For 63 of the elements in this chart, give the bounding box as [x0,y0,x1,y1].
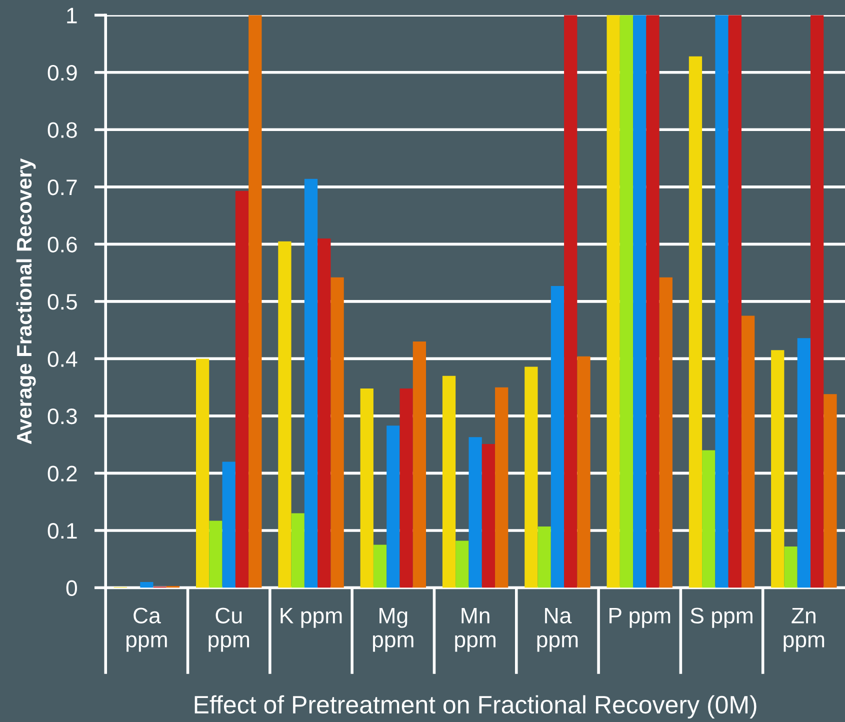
bar [360,388,374,588]
y-tick-label: 0.4 [48,351,78,367]
bar [577,356,590,588]
bar [330,277,344,588]
bar [538,526,551,588]
bar [468,437,482,588]
bar [196,358,210,588]
y-tick-label: 1 [67,8,77,24]
bar [702,450,716,588]
x-tick-label: Mg ppm [372,608,414,652]
x-tick-label: S ppm [690,608,752,628]
bar [824,394,837,588]
bar [524,366,538,588]
bar [278,241,292,588]
y-tick-label: 0.9 [48,64,77,81]
bar [606,15,620,588]
y-tick-label: 0 [66,580,77,596]
bar [564,15,578,588]
bar [659,277,672,588]
bar [482,444,496,588]
bar [728,15,742,588]
bar [248,15,262,588]
bar [715,15,728,588]
y-axis-title: Average Fractional Recovery [16,158,36,444]
y-tick-label: 0.1 [48,522,77,539]
bar [140,582,154,588]
x-tick-label: Ca ppm [126,608,167,652]
bar [222,462,236,588]
bar [291,513,304,588]
bar [318,238,331,588]
x-tick-label: Cu ppm [208,608,250,652]
x-tick-label: Na ppm [537,608,578,652]
x-axis-title: Effect of Pretreatment on Fractional Recovery (0M) [194,695,756,719]
x-tick-label: P ppm [610,608,670,628]
bar [235,190,249,588]
bar [688,56,702,588]
y-tick-label: 0.6 [48,236,77,252]
bar [633,15,646,588]
bar [620,15,634,588]
bar [797,338,810,588]
bar [646,15,660,588]
bar [771,350,784,588]
bar [810,15,824,588]
y-tick-label: 0.2 [48,466,77,482]
y-tick-label: 0.3 [48,408,77,424]
bar [209,520,222,588]
bar [386,426,400,588]
bar [456,540,469,588]
bar [304,178,318,588]
x-tick-label: Mn ppm [455,608,496,652]
bar [550,286,564,588]
bar [741,316,755,588]
x-tick-label: K ppm [280,608,342,628]
bar [495,387,508,588]
y-tick-label: 0.5 [48,294,77,310]
bar [784,546,798,588]
x-tick-label: Zn ppm [784,608,824,652]
bar [442,376,456,588]
bar [412,342,426,588]
y-tick-label: 0.7 [48,179,77,196]
bar [373,544,387,588]
y-tick-label: 0.8 [48,122,77,138]
bar [400,388,413,588]
